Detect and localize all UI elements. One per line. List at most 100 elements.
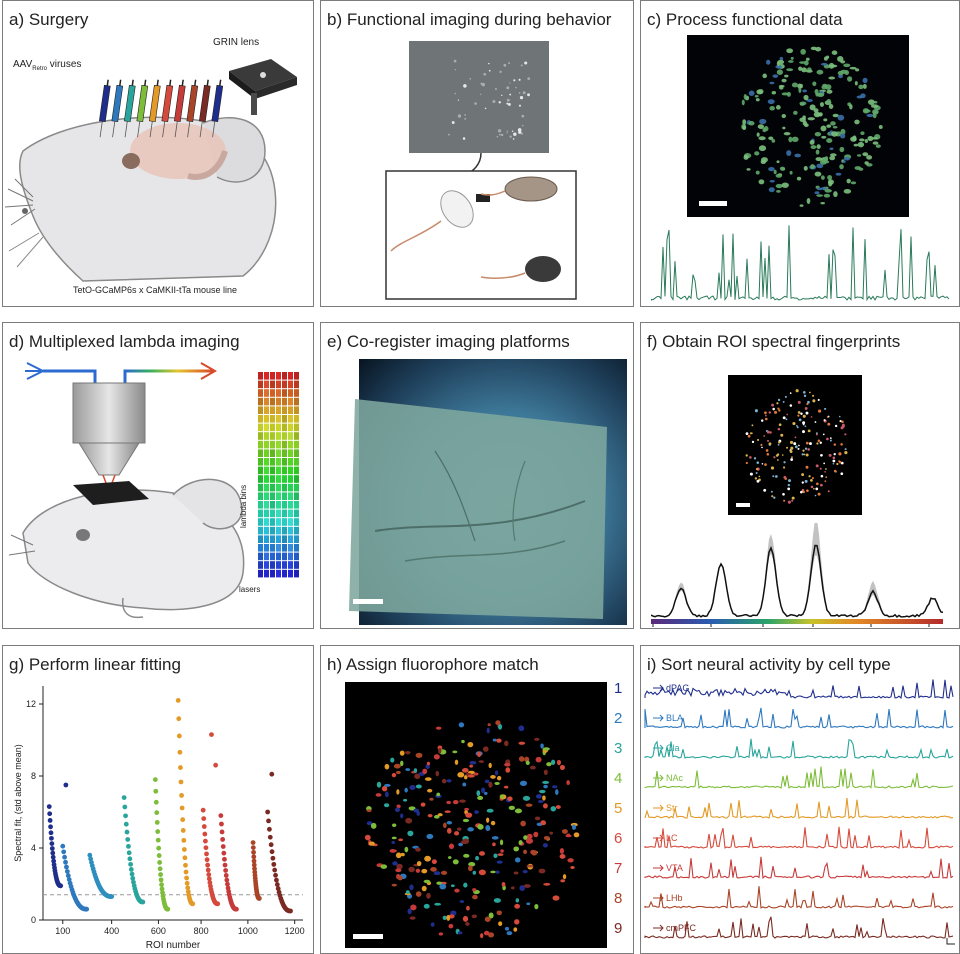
speckle	[506, 130, 509, 132]
fit-point	[63, 859, 68, 865]
roi-dot	[824, 480, 827, 483]
grid-cell	[282, 466, 287, 475]
grid-cell	[294, 561, 299, 569]
y-tick-label: 12	[26, 699, 36, 709]
matched-cell-dot	[405, 817, 413, 824]
trace-arrow-icon	[653, 774, 664, 782]
panel-spectral-fingerprints: f) Obtain ROI spectral fingerprints	[640, 322, 960, 629]
grid-cell	[288, 526, 293, 535]
matched-cell-dot	[483, 791, 488, 795]
roi-dot	[833, 443, 837, 446]
roi-dot	[819, 467, 822, 470]
grid-cell	[258, 449, 263, 457]
matched-cell-dot	[420, 802, 426, 807]
roi-dot	[823, 462, 826, 465]
grid-cell	[264, 372, 269, 380]
matched-cell-dot	[384, 791, 389, 798]
cell-dot	[878, 124, 883, 130]
matched-cell-dot	[389, 849, 397, 853]
matched-cell-dot	[543, 784, 548, 789]
matched-cell-dot	[499, 839, 504, 846]
speckle	[503, 63, 507, 67]
cell-dot	[840, 128, 846, 135]
cell-dot	[830, 121, 836, 126]
fluorophore-number: 8	[614, 890, 623, 907]
fluorophore-number: 2	[614, 710, 623, 727]
cell-dot	[840, 133, 846, 139]
grid-cell	[264, 509, 269, 518]
roi-dot	[757, 438, 760, 441]
roi-dot	[760, 419, 764, 422]
cell-dot	[768, 136, 774, 140]
grid-cell	[294, 389, 299, 397]
matched-cell-dot	[497, 853, 504, 856]
cell-dot	[823, 193, 831, 198]
matched-cell-dot	[415, 784, 422, 789]
cell-dot	[776, 160, 780, 164]
cell-dot	[748, 90, 755, 96]
fit-point	[266, 818, 271, 824]
roi-dot	[787, 479, 792, 483]
speckle	[488, 62, 490, 65]
frame-speckles	[448, 59, 531, 140]
grid-cell	[270, 397, 275, 406]
roi-dot	[776, 453, 780, 456]
fit-point	[125, 837, 131, 842]
roi-dot	[804, 447, 808, 450]
fit-point	[251, 862, 257, 868]
roi-dot	[791, 456, 793, 459]
grid-cell	[270, 475, 275, 483]
fluorophore-number: 7	[614, 860, 623, 877]
cell-dot	[766, 59, 771, 65]
matched-cell-dot	[424, 855, 432, 862]
roi-dot	[814, 421, 817, 423]
matched-cell-dot	[408, 806, 416, 811]
grid-cell	[288, 389, 293, 397]
roi-dot	[810, 478, 813, 482]
fit-point	[61, 849, 67, 855]
grid-cell	[264, 535, 269, 543]
syringe-icon	[161, 79, 174, 138]
panel-linear-fitting: g) Perform linear fitting 100 400 600 800 10…	[2, 645, 314, 954]
matched-cell-dot	[442, 822, 447, 829]
fit-point	[87, 852, 93, 858]
matched-cell-dot	[490, 774, 496, 779]
x-tick-label: 1200	[285, 926, 305, 936]
roi-dot	[816, 442, 819, 445]
microscope-frame-image	[409, 41, 549, 153]
grid-cell	[282, 372, 287, 380]
grid-cell	[270, 569, 275, 578]
panel-title: i) Sort neural activity by cell type	[647, 655, 891, 674]
fit-point	[46, 804, 52, 809]
speckle	[527, 77, 531, 80]
cell-dot	[854, 81, 858, 86]
matched-cell-dot	[514, 808, 522, 814]
matched-cell-dot	[550, 759, 556, 765]
fit-point	[218, 813, 224, 818]
y-tick-label: 8	[31, 771, 36, 781]
grid-cell	[276, 458, 281, 466]
cell-dot	[810, 164, 815, 169]
roi-dot	[796, 424, 798, 427]
activity-trace	[644, 679, 954, 699]
x-tick-label: 600	[151, 926, 166, 936]
lambda-axis-label: lambda bins	[239, 484, 248, 528]
matched-cell-dot	[494, 781, 500, 785]
fit-point	[184, 880, 190, 886]
matched-cell-dot	[524, 756, 530, 763]
matched-cell-dot	[434, 902, 442, 906]
cell-dot	[820, 175, 825, 180]
grid-cell	[258, 526, 263, 535]
matched-cell-dot	[477, 823, 484, 830]
fluorophore-number: 1	[614, 680, 623, 697]
cell-dot	[830, 153, 837, 157]
speckle	[494, 88, 497, 91]
matched-cell-dot	[526, 833, 533, 840]
matched-cell-dot	[496, 910, 502, 916]
matched-cell-dot	[398, 838, 403, 842]
speckle	[524, 61, 528, 65]
matched-cell-dot	[471, 914, 478, 919]
grid-cell	[288, 475, 293, 483]
roi-dot	[776, 402, 779, 405]
roi-dot	[803, 391, 806, 394]
